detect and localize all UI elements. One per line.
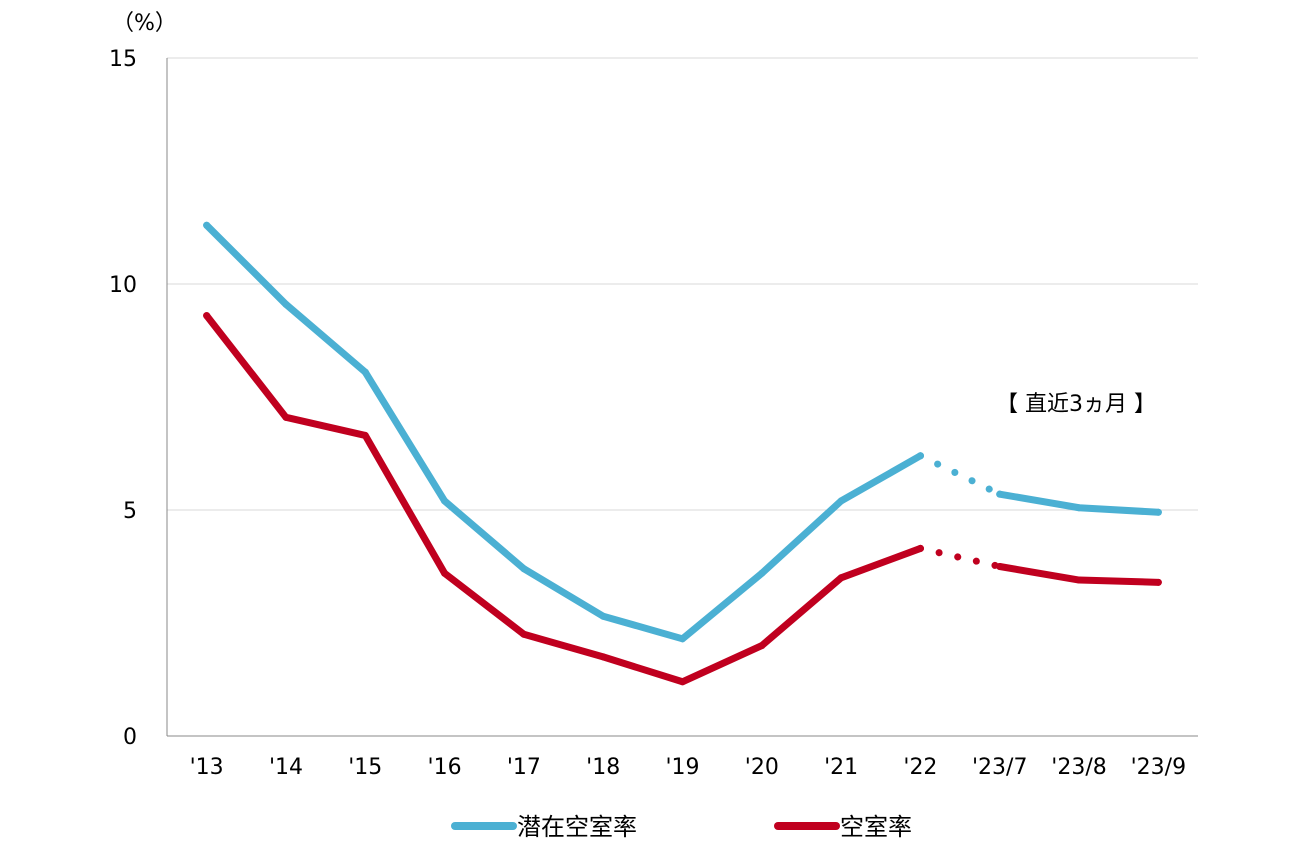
data-point: [758, 569, 766, 577]
legend-item[interactable]: 空室率: [774, 813, 912, 841]
x-tick-labels: '13 '14 '15 '16 '17 '18 '19 '20 '21 '22 '23/7 '23/8…: [190, 755, 1186, 780]
data-point: [679, 635, 686, 643]
gridlines: [167, 57, 1198, 511]
x-tick-label: '17: [507, 755, 541, 780]
data-point: [1154, 578, 1162, 586]
y-tick-label: 15: [109, 47, 137, 72]
data-point: [1075, 504, 1083, 512]
series-line-main: [203, 312, 924, 686]
data-point: [758, 642, 766, 650]
series-dotted-connector: [916, 452, 1004, 498]
data-point: [203, 221, 211, 229]
data-point: [520, 630, 528, 638]
y-tick-labels: 0 5 10 15: [109, 47, 137, 750]
x-tick-label: '19: [665, 755, 699, 780]
data-point: [361, 431, 369, 439]
legend-item[interactable]: 潜在空室率: [451, 813, 637, 841]
x-tick-label: '23/7: [972, 755, 1027, 780]
data-point: [282, 413, 290, 421]
x-tick-label: '15: [348, 755, 382, 780]
x-tick-label: '16: [428, 755, 462, 780]
data-point: [996, 563, 1004, 570]
x-tick-label: '20: [745, 755, 779, 780]
series-1: [203, 221, 1162, 643]
x-tick-label: '14: [269, 755, 303, 780]
series-line-main: [203, 221, 924, 643]
data-point: [599, 653, 607, 661]
x-tick-label: '18: [586, 755, 620, 780]
data-point: [599, 612, 607, 620]
data-point: [916, 544, 924, 552]
y-tick-label: 0: [123, 725, 137, 750]
series-lines: [203, 221, 1162, 686]
legend-label: 空室率: [840, 813, 912, 841]
y-tick-label: 10: [109, 273, 137, 298]
data-point: [1075, 576, 1083, 584]
data-point: [996, 490, 1004, 498]
data-point: [441, 569, 449, 577]
data-point: [520, 565, 528, 573]
x-tick-label: '23/8: [1051, 755, 1106, 780]
x-tick-label: '22: [903, 755, 937, 780]
data-point: [837, 574, 845, 582]
axes: [166, 58, 1198, 737]
data-point: [203, 312, 211, 320]
y-tick-label: 5: [123, 499, 137, 524]
data-point: [679, 678, 686, 686]
data-point: [916, 452, 924, 460]
series-2: [203, 312, 1162, 686]
unit-label: （%）: [112, 11, 177, 36]
annotation-label: 【 直近3ヵ月 】: [996, 392, 1156, 417]
x-tick-label: '13: [190, 755, 224, 780]
series-dotted-connector: [916, 544, 1004, 570]
data-point: [282, 300, 290, 308]
legend[interactable]: 潜在空室率 空室率: [451, 813, 912, 841]
legend-label: 潜在空室率: [517, 813, 637, 841]
data-point: [441, 497, 449, 505]
x-tick-label: '23/9: [1131, 755, 1186, 780]
data-point: [837, 497, 845, 505]
data-point: [1154, 508, 1162, 516]
data-point: [361, 368, 369, 376]
x-tick-label: '21: [824, 755, 858, 780]
